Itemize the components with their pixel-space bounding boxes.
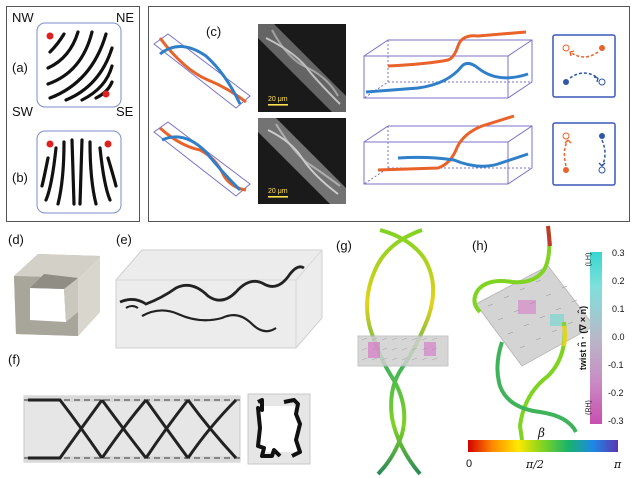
twist-colorbar [590, 252, 602, 424]
twist-tick-6: -0.3 [608, 416, 624, 426]
panel-c-prism-top [363, 30, 533, 99]
twist-tick-4: -0.1 [608, 360, 624, 370]
panel-c-prism-bottom [363, 114, 533, 185]
twist-ticks: 0.3 0.2 0.1 0.0 -0.1 -0.2 -0.3 [606, 248, 636, 428]
defect-diagram-bottom [552, 122, 616, 186]
panel-ab-frame [6, 6, 140, 222]
twist-tick-2: 0.1 [612, 304, 625, 314]
panel-c-frame [148, 6, 630, 222]
twist-rh-label: (RH) [585, 400, 593, 415]
panel-label-a: (a) [12, 60, 28, 75]
compass-ne: NE [116, 10, 135, 25]
panel-label-c: (c) [206, 24, 222, 39]
panel-label-h: (h) [472, 238, 488, 253]
panel-label-g: (g) [336, 238, 352, 253]
panel-c-schematic-bottom [153, 121, 251, 197]
scale-label-top: 20 μm [268, 96, 288, 103]
beta-tick-1: π/2 [526, 458, 544, 471]
scale-label-bottom: 20 μm [268, 188, 288, 195]
panel-f-end-view [247, 393, 311, 465]
panel-b-director-field [36, 130, 122, 214]
micrograph-top [258, 24, 346, 112]
beta-colorbar [468, 440, 618, 452]
compass-nw: NW [12, 10, 34, 25]
twist-title: twist n̂ · (∇ × n̂) [578, 305, 588, 371]
panel-e-trajectory [115, 249, 323, 349]
panel-f-side-view [23, 395, 241, 463]
beta-label: β [538, 426, 545, 440]
panel-c-schematic-top [153, 33, 251, 109]
panel-label-f: (f) [8, 352, 21, 367]
twist-tick-1: 0.2 [612, 276, 625, 286]
twist-tick-3: 0.0 [612, 332, 625, 342]
compass-sw: SW [12, 104, 33, 119]
panel-d-square-tube [14, 254, 100, 336]
beta-tick-0: 0 [466, 458, 473, 470]
defect-diagram-top [552, 34, 616, 98]
compass-se: SE [116, 104, 134, 119]
panel-a-director-field [36, 22, 122, 108]
twist-tick-5: -0.2 [608, 388, 624, 398]
beta-tick-2: π [614, 458, 622, 471]
panel-label-d: (d) [8, 232, 24, 247]
twist-lh-label: (LH) [585, 252, 593, 267]
panel-label-e: (e) [116, 232, 132, 247]
panel-h-twisted-lines [472, 225, 595, 441]
twist-tick-0: 0.3 [612, 248, 625, 258]
micrograph-bottom [258, 118, 346, 204]
panel-label-b: (b) [12, 170, 28, 185]
panel-g-twisted-lines [357, 228, 449, 476]
